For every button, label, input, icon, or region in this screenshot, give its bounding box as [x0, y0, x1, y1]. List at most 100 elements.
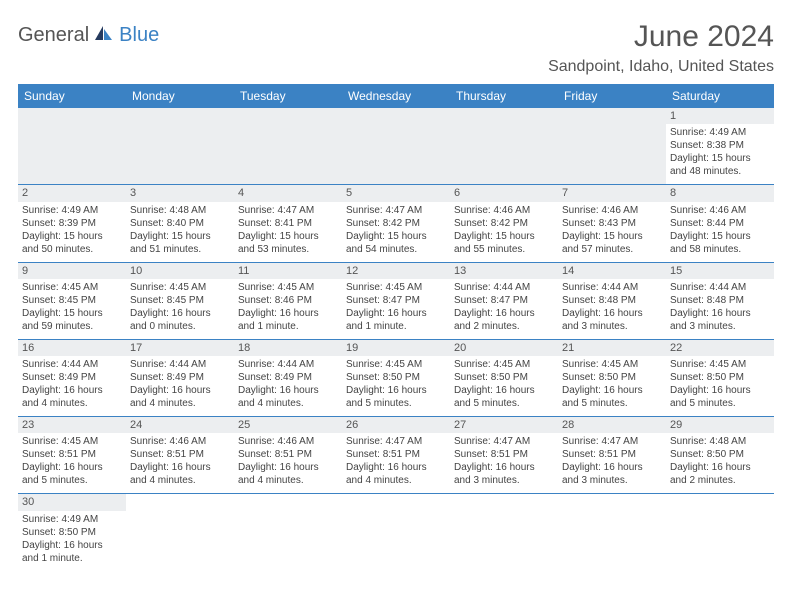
calendar-day-cell [234, 494, 342, 571]
calendar-day-cell: 7 Sunrise: 4:46 AMSunset: 8:43 PMDaylight… [558, 185, 666, 262]
day-number: 18 [234, 340, 342, 356]
day-line: and 2 minutes. [670, 474, 770, 487]
day-line: Sunrise: 4:46 AM [238, 435, 338, 448]
day-number: 9 [18, 263, 126, 279]
calendar-day-cell: 15Sunrise: 4:44 AMSunset: 8:48 PMDayligh… [666, 262, 774, 339]
weekday-header: Wednesday [342, 84, 450, 108]
day-line: Daylight: 16 hours [238, 307, 338, 320]
calendar-day-cell: 16Sunrise: 4:44 AMSunset: 8:49 PMDayligh… [18, 339, 126, 416]
day-number: 30 [18, 494, 126, 510]
sail-icon [93, 24, 115, 47]
weekday-header: Sunday [18, 84, 126, 108]
calendar-day-cell [450, 108, 558, 185]
day-number: 28 [558, 417, 666, 433]
day-line: Sunrise: 4:47 AM [346, 435, 446, 448]
day-line: Daylight: 16 hours [22, 539, 122, 552]
day-line: Sunset: 8:50 PM [670, 448, 770, 461]
day-number: 7 [558, 185, 666, 201]
day-details: Sunrise: 4:45 AMSunset: 8:50 PMDaylight:… [454, 358, 554, 410]
calendar-day-cell: 24Sunrise: 4:46 AMSunset: 8:51 PMDayligh… [126, 417, 234, 494]
day-line: Daylight: 15 hours [22, 307, 122, 320]
day-line: and 1 minute. [238, 320, 338, 333]
day-line: Daylight: 16 hours [454, 461, 554, 474]
calendar-day-cell: 8Sunrise: 4:46 AMSunset: 8:44 PMDaylight… [666, 185, 774, 262]
day-line: Sunrise: 4:44 AM [670, 281, 770, 294]
calendar-day-cell: 18 Sunrise: 4:44 AMSunset: 8:49 PMDayligh… [234, 339, 342, 416]
day-number: 10 [126, 263, 234, 279]
day-details: Sunrise: 4:45 AMSunset: 8:50 PMDaylight:… [562, 358, 662, 410]
brand-part1: General [18, 24, 89, 47]
day-line: Daylight: 15 hours [670, 152, 770, 165]
day-line: Sunrise: 4:45 AM [238, 281, 338, 294]
calendar-day-cell: 27Sunrise: 4:47 AMSunset: 8:51 PMDayligh… [450, 417, 558, 494]
weekday-header: Saturday [666, 84, 774, 108]
weekday-header: Monday [126, 84, 234, 108]
day-line: and 48 minutes. [670, 165, 770, 178]
calendar-day-cell: 21Sunrise: 4:45 AMSunset: 8:50 PMDayligh… [558, 339, 666, 416]
day-line: Sunrise: 4:44 AM [454, 281, 554, 294]
day-details: Sunrise: 4:46 AMSunset: 8:43 PMDaylight:… [562, 204, 662, 256]
day-line: Sunrise: 4:49 AM [22, 513, 122, 526]
day-number: 23 [18, 417, 126, 433]
day-line: Daylight: 16 hours [130, 384, 230, 397]
day-line: Sunset: 8:44 PM [670, 217, 770, 230]
day-line: Sunrise: 4:46 AM [562, 204, 662, 217]
day-line: Sunrise: 4:45 AM [670, 358, 770, 371]
day-details: Sunrise: 4:44 AMSunset: 8:48 PMDaylight:… [670, 281, 770, 333]
day-line: Daylight: 16 hours [22, 384, 122, 397]
day-number: 26 [342, 417, 450, 433]
calendar-week-row: 30 Sunrise: 4:49 AMSunset: 8:50 PMDayligh… [18, 494, 774, 571]
day-details: Sunrise: 4:45 AMSunset: 8:50 PMDaylight:… [346, 358, 446, 410]
day-line: and 5 minutes. [346, 397, 446, 410]
weekday-header: Thursday [450, 84, 558, 108]
day-number: 17 [126, 340, 234, 356]
calendar-day-cell: 12Sunrise: 4:45 AMSunset: 8:47 PMDayligh… [342, 262, 450, 339]
day-details: Sunrise: 4:45 AMSunset: 8:47 PMDaylight:… [346, 281, 446, 333]
day-line: Sunset: 8:48 PM [670, 294, 770, 307]
day-line: Sunrise: 4:44 AM [562, 281, 662, 294]
day-number: 16 [18, 340, 126, 356]
day-number: 24 [126, 417, 234, 433]
calendar-day-cell: 2Sunrise: 4:49 AMSunset: 8:39 PMDaylight… [18, 185, 126, 262]
day-details: Sunrise: 4:44 AMSunset: 8:49 PMDaylight:… [238, 358, 338, 410]
day-line: and 5 minutes. [22, 474, 122, 487]
day-details: Sunrise: 4:47 AMSunset: 8:42 PMDaylight:… [346, 204, 446, 256]
day-number: 5 [342, 185, 450, 201]
calendar-day-cell: 5 Sunrise: 4:47 AMSunset: 8:42 PMDaylight… [342, 185, 450, 262]
calendar-day-cell: 4Sunrise: 4:47 AMSunset: 8:41 PMDaylight… [234, 185, 342, 262]
day-line: and 58 minutes. [670, 243, 770, 256]
day-line: Sunset: 8:50 PM [670, 371, 770, 384]
day-line: Daylight: 16 hours [670, 384, 770, 397]
day-line: and 57 minutes. [562, 243, 662, 256]
day-details: Sunrise: 4:49 AMSunset: 8:38 PMDaylight:… [670, 126, 770, 178]
calendar-day-cell: 17Sunrise: 4:44 AMSunset: 8:49 PMDayligh… [126, 339, 234, 416]
day-line: Sunset: 8:50 PM [454, 371, 554, 384]
calendar-week-row: 16 Sunrise: 4:44 AMSunset: 8:49 PMDayligh… [18, 339, 774, 416]
brand-logo: General Blue [18, 24, 159, 47]
calendar-day-cell [342, 494, 450, 571]
calendar-day-cell: 19Sunrise: 4:45 AMSunset: 8:50 PMDayligh… [342, 339, 450, 416]
calendar-body: 1Sunrise: 4:49 AMSunset: 8:38 PMDaylight… [18, 108, 774, 571]
day-line: Daylight: 15 hours [238, 230, 338, 243]
day-line: Daylight: 16 hours [562, 384, 662, 397]
calendar-day-cell [18, 108, 126, 185]
day-line: Daylight: 15 hours [346, 230, 446, 243]
day-line: and 3 minutes. [454, 474, 554, 487]
calendar-day-cell [234, 108, 342, 185]
day-line: and 54 minutes. [346, 243, 446, 256]
day-line: Sunset: 8:40 PM [130, 217, 230, 230]
day-line: Sunrise: 4:44 AM [130, 358, 230, 371]
day-details: Sunrise: 4:48 AMSunset: 8:40 PMDaylight:… [130, 204, 230, 256]
day-number: 20 [450, 340, 558, 356]
calendar-table: Sunday Monday Tuesday Wednesday Thursday… [18, 84, 774, 571]
day-number: 13 [450, 263, 558, 279]
day-line: Sunset: 8:47 PM [454, 294, 554, 307]
day-line: Sunset: 8:51 PM [454, 448, 554, 461]
day-line: Daylight: 16 hours [238, 384, 338, 397]
day-line: Sunset: 8:50 PM [22, 526, 122, 539]
day-line: Sunrise: 4:47 AM [562, 435, 662, 448]
page-header: General Blue June 2024 Sandpoint, Idaho,… [18, 20, 774, 76]
day-line: Sunset: 8:50 PM [562, 371, 662, 384]
day-line: Sunset: 8:45 PM [130, 294, 230, 307]
day-line: Sunset: 8:51 PM [130, 448, 230, 461]
